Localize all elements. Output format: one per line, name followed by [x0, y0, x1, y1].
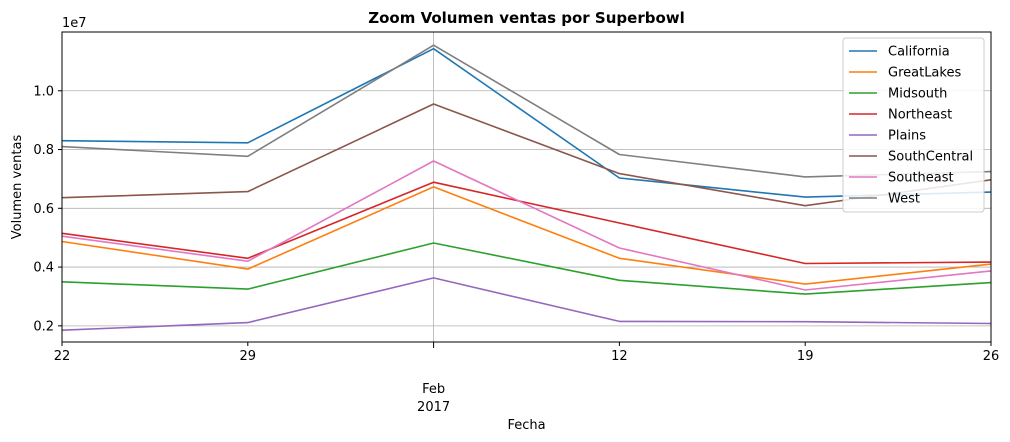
x-tick-label: 12: [611, 349, 628, 364]
legend-label: Northeast: [888, 108, 952, 123]
series-layer: [61, 44, 992, 331]
x-tick-label: 19: [797, 349, 814, 364]
series-line-southcentral: [61, 103, 992, 207]
legend-label: California: [888, 45, 950, 60]
legend-label: GreatLakes: [888, 66, 961, 81]
legend-label: Plains: [888, 129, 926, 144]
legend: California GreatLakes Midsouth Northeast Pla…: [842, 37, 985, 213]
y-offset-label: 1e7: [62, 16, 87, 31]
y-tick-label: 0.6: [33, 202, 54, 217]
series-line-northeast: [61, 181, 992, 265]
chart-title: Zoom Volumen ventas por Superbowl: [368, 9, 685, 27]
series-line-greatlakes: [61, 186, 992, 285]
axis-ticks: 0.2 0.4 0.6 0.8 1.0 22 29 12 19 26: [33, 84, 999, 364]
legend-label: West: [888, 192, 920, 207]
legend-label: SouthCentral: [888, 150, 973, 165]
legend-label: Southeast: [888, 171, 954, 186]
legend-box: [842, 37, 985, 213]
series-line-southeast: [61, 160, 992, 291]
x-tick-label: 26: [983, 349, 1000, 364]
x-tick-label: 22: [54, 349, 71, 364]
legend-label: Midsouth: [888, 87, 947, 102]
y-tick-label: 0.2: [33, 319, 54, 334]
x-major-tick-year: 2017: [417, 400, 450, 415]
series-line-california: [61, 47, 992, 198]
x-tick-label: 29: [240, 349, 257, 364]
series-line-plains: [61, 277, 992, 331]
y-tick-label: 1.0: [33, 84, 54, 99]
series-line-west: [61, 44, 992, 178]
y-tick-label: 0.4: [33, 261, 54, 276]
y-tick-label: 0.8: [33, 143, 54, 158]
plot-frame: [61, 31, 992, 343]
x-axis-title: Fecha: [507, 418, 545, 433]
x-major-tick-label: Feb: [422, 382, 445, 397]
y-axis-title: Volumen ventas: [10, 135, 25, 240]
series-line-midsouth: [61, 242, 992, 295]
